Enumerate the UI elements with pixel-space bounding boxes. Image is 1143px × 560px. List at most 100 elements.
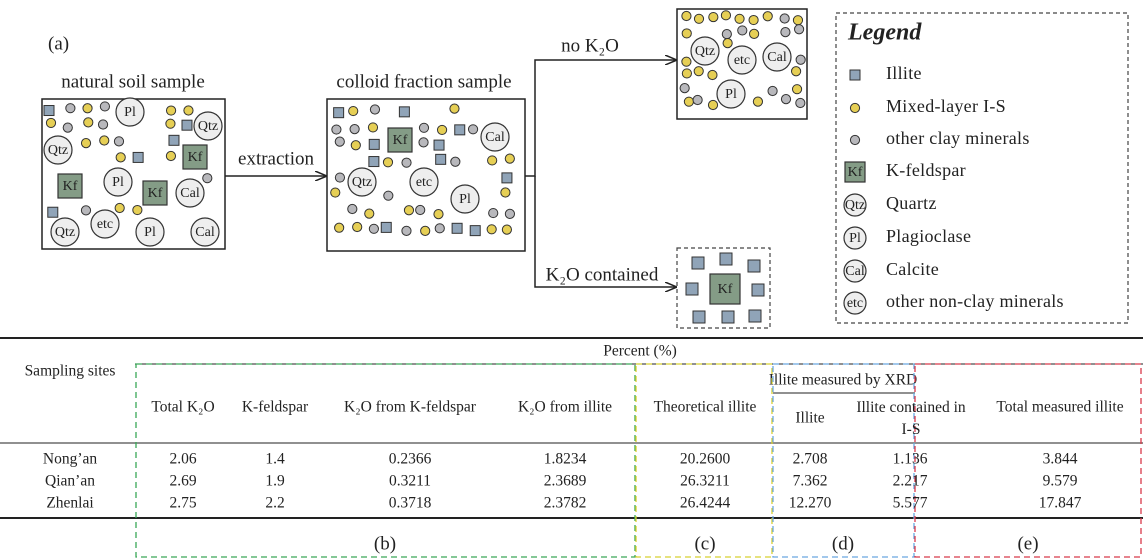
table-cell: 2.69 [169,473,196,490]
mixed-layer-dot [750,29,759,38]
figure: (a) natural soil sample extraction collo… [0,0,1143,560]
mineral-tag: Cal [195,225,215,240]
panel-label: (c) [694,533,715,554]
mixed-layer-dot [682,57,691,66]
mixed-layer-dot [368,123,377,132]
mixed-layer-dot [723,39,732,48]
mineral-tag: Cal [767,50,787,65]
mixed-layer-dot [166,151,175,160]
table-cell: 2.2 [265,495,284,512]
group-frame [915,364,1141,557]
table: Percent (%) Sampling sites Illite measur… [0,338,1143,557]
legend-label: other clay minerals [886,128,1030,148]
mixed-layer-dot [331,188,340,197]
clay-dot [680,84,689,93]
mixed-layer-dot [184,106,193,115]
legend-title: Legend [847,20,922,46]
illite-square [850,70,860,80]
illite-square [692,257,704,269]
arrow-label: no K₂O [561,35,619,56]
mixed-layer-dot [83,104,92,113]
clay-dot [419,123,428,132]
clay-dot [384,191,393,200]
table-cell: 1.9 [265,473,285,490]
mineral-tag: Cal [180,186,200,201]
table-cell: 2.217 [893,473,928,490]
mixed-layer-dot [116,153,125,162]
table-cell: 2.3782 [544,495,587,512]
column-header: Illite [795,410,824,427]
panel-label: (a) [48,33,69,54]
row-label: Nong’an [43,451,97,468]
mixed-layer-dot [501,188,510,197]
table-cell: 1.136 [893,451,928,468]
mineral-tag: Kf [718,282,733,297]
mixed-layer-dot [351,141,360,150]
clay-dot [780,14,789,23]
panel-label: (d) [832,533,854,554]
clay-dot [114,137,123,146]
table-cell: 3.844 [1043,451,1078,468]
clay-dot [348,204,357,213]
mixed-layer-dot [487,225,496,234]
table-cell: 2.708 [793,451,828,468]
row-label: Zhenlai [46,495,94,512]
clay-dot [796,98,805,107]
legend-box [836,13,1128,323]
mineral-tag: Kf [148,186,163,201]
mineral-tag: Qtz [695,44,715,59]
mixed-layer-dot [694,14,703,23]
mineral-tag: Qtz [48,143,68,158]
clay-dot [416,205,425,214]
mineral-tag: Kf [63,179,78,194]
mixed-layer-dot [383,158,392,167]
clay-dot [489,208,498,217]
mineral-tag: Kf [848,165,863,180]
mineral-tag: etc [97,217,113,232]
table-cell: 5.577 [893,495,928,512]
mineral-tag: etc [416,175,432,190]
clay-dot [81,206,90,215]
clay-dot [693,95,702,104]
panel-label: (e) [1017,533,1038,554]
mixed-layer-dot [682,11,691,20]
illite-square [369,157,379,167]
clay-dot [66,104,75,113]
mineral-tag: Qtz [55,225,75,240]
mixed-layer-dot [450,104,459,113]
mixed-layer-dot [793,16,802,25]
illite-square [455,125,465,135]
mineral-tag: Pl [124,105,136,120]
illite-square [752,284,764,296]
mixed-layer-dot [735,14,744,23]
mineral-tag: Qtz [845,198,865,213]
illite-square [749,310,761,322]
clay-dot [781,27,790,36]
mixed-layer-dot [84,118,93,127]
mixed-layer-dot [81,139,90,148]
mixed-layer-dot [682,29,691,38]
legend-label: other non-clay minerals [886,291,1064,311]
table-cell: 0.2366 [389,451,432,468]
mixed-layer-dot [753,97,762,106]
clay-dot [738,26,747,35]
illite-square [381,222,391,232]
table-cell: 1.4 [265,451,285,468]
legend-label: Mixed-layer I-S [886,96,1006,116]
illite-square [369,139,379,149]
mineral-tag: Kf [393,133,408,148]
mixed-layer-dot [100,136,109,145]
clay-dot [505,209,514,218]
arrow-label: extraction [238,148,314,169]
table-cell: 17.847 [1039,495,1082,512]
mineral-tag: Cal [485,130,505,145]
group-header: Percent (%) [603,343,677,360]
table-cell: 2.06 [169,451,196,468]
mixed-layer-dot [115,203,124,212]
table-cell: 7.362 [793,473,828,490]
mineral-tag: Pl [725,87,737,102]
mineral-tag: Pl [459,192,471,207]
mixed-layer-dot [850,103,859,112]
mixed-layer-dot [502,225,511,234]
page: {"panel_a": { "label": "(a)", "natural_s… [0,0,1143,560]
